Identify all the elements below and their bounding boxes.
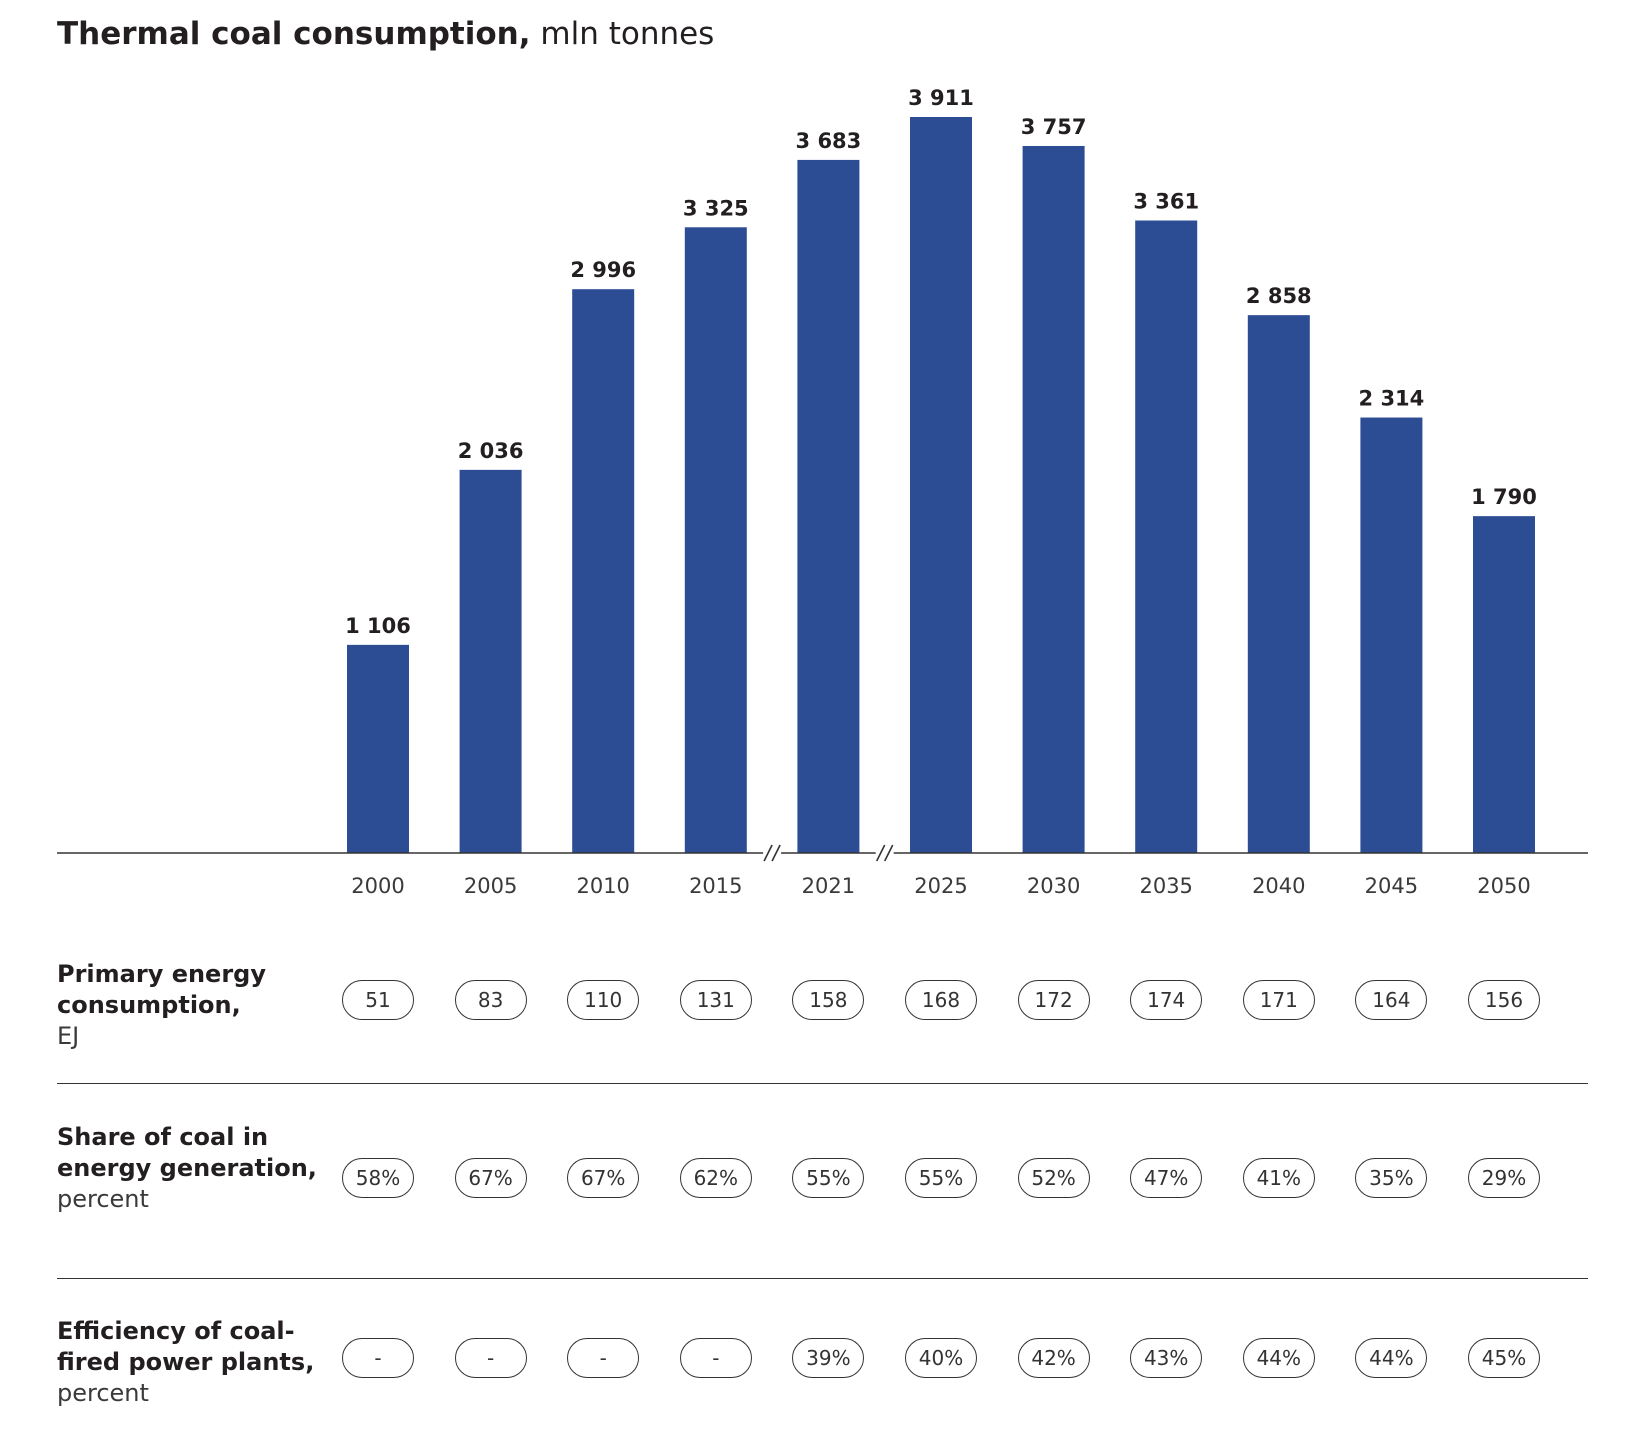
value-pill: 43% bbox=[1130, 1338, 1203, 1378]
value-pill: 51 bbox=[342, 980, 414, 1020]
axis-break-mark bbox=[875, 843, 894, 863]
value-pill: 58% bbox=[342, 1158, 414, 1198]
row-label-efficiency-unit: percent bbox=[57, 1379, 149, 1407]
bar-2015 bbox=[684, 227, 747, 853]
x-tick-label: 2035 bbox=[1139, 874, 1192, 898]
bar-value-label: 2 036 bbox=[458, 439, 524, 463]
chart-title: Thermal coal consumption, mln tonnes bbox=[57, 16, 714, 52]
bar-value-label: 2 996 bbox=[570, 258, 636, 282]
bar-value-label: 1 106 bbox=[345, 614, 411, 638]
bar-value-label: 3 911 bbox=[908, 86, 974, 110]
x-tick-label: 2050 bbox=[1477, 874, 1530, 898]
value-pill: 171 bbox=[1242, 980, 1315, 1020]
value-pill: 83 bbox=[454, 980, 527, 1020]
value-pill: 39% bbox=[792, 1338, 865, 1378]
bar-2030 bbox=[1022, 145, 1085, 853]
value-pill: - bbox=[679, 1338, 752, 1378]
value-pill: - bbox=[567, 1338, 640, 1378]
value-pill: 29% bbox=[1468, 1158, 1540, 1198]
bar-value-label: 3 325 bbox=[683, 196, 749, 220]
x-tick-label: 2021 bbox=[802, 874, 855, 898]
bar-value-label: 3 757 bbox=[1021, 115, 1087, 139]
row-divider bbox=[57, 1083, 1588, 1084]
value-pill: 67% bbox=[567, 1158, 640, 1198]
bar-2005 bbox=[459, 469, 522, 853]
bar-value-label: 3 683 bbox=[796, 129, 862, 153]
bar-2045 bbox=[1360, 417, 1423, 853]
bar-value-label: 2 858 bbox=[1246, 284, 1312, 308]
value-pill: 55% bbox=[792, 1158, 865, 1198]
row-label-efficiency-title: Efficiency of coal-fired power plants, bbox=[57, 1317, 315, 1376]
x-tick-label: 2025 bbox=[914, 874, 967, 898]
bar-2035 bbox=[1135, 220, 1198, 854]
value-pill: 44% bbox=[1242, 1338, 1315, 1378]
x-tick-label: 2045 bbox=[1365, 874, 1418, 898]
value-pill: 67% bbox=[454, 1158, 527, 1198]
value-pill: 52% bbox=[1017, 1158, 1090, 1198]
x-tick-label: 2040 bbox=[1252, 874, 1305, 898]
row-label-coal-share-unit: percent bbox=[57, 1185, 149, 1213]
bar-2021 bbox=[797, 159, 860, 853]
value-pill: 55% bbox=[905, 1158, 977, 1198]
row-label-primary-energy: Primary energy consumption, EJ bbox=[57, 959, 337, 1052]
bar-2025 bbox=[910, 117, 972, 853]
axis-break-mark bbox=[763, 843, 782, 863]
value-pill: 42% bbox=[1017, 1338, 1090, 1378]
value-pill: 47% bbox=[1130, 1158, 1203, 1198]
bar-value-label: 3 361 bbox=[1133, 190, 1199, 214]
bar-chart: 1 106 2000 2 036 2005 2 996 2010 3 325 2015 3 68… bbox=[57, 86, 1588, 898]
value-pill: 45% bbox=[1468, 1338, 1540, 1378]
value-pill: 172 bbox=[1017, 980, 1090, 1020]
title-bold: Thermal coal consumption, bbox=[57, 16, 531, 52]
value-pill: 40% bbox=[905, 1338, 977, 1378]
value-pill: 168 bbox=[905, 980, 977, 1020]
x-tick-label: 2030 bbox=[1027, 874, 1080, 898]
row-label-efficiency: Efficiency of coal-fired power plants, p… bbox=[57, 1316, 337, 1409]
bar-2010 bbox=[572, 289, 635, 853]
value-pill: 174 bbox=[1130, 980, 1203, 1020]
x-tick-label: 2010 bbox=[576, 874, 629, 898]
bar-2000 bbox=[347, 644, 409, 853]
value-pill: 44% bbox=[1355, 1338, 1428, 1378]
bar-2050 bbox=[1473, 516, 1535, 853]
value-pill: 164 bbox=[1355, 980, 1428, 1020]
bar-value-label: 2 314 bbox=[1359, 387, 1425, 411]
row-label-coal-share: Share of coal in energy generation, perc… bbox=[57, 1122, 337, 1215]
value-pill: 35% bbox=[1355, 1158, 1428, 1198]
row-label-coal-share-title: Share of coal in energy generation, bbox=[57, 1123, 317, 1182]
title-unit: mln tonnes bbox=[530, 16, 715, 52]
row-label-primary-energy-title: Primary energy consumption, bbox=[57, 960, 266, 1019]
bar-value-label: 1 790 bbox=[1471, 485, 1537, 509]
value-pill: 62% bbox=[679, 1158, 752, 1198]
row-divider bbox=[57, 1278, 1588, 1279]
value-pill: 110 bbox=[567, 980, 640, 1020]
value-pill: 158 bbox=[792, 980, 865, 1020]
x-tick-label: 2000 bbox=[351, 874, 404, 898]
value-pill: - bbox=[342, 1338, 414, 1378]
value-pill: 41% bbox=[1242, 1158, 1315, 1198]
value-pill: - bbox=[454, 1338, 527, 1378]
value-pill: 131 bbox=[679, 980, 752, 1020]
x-tick-label: 2015 bbox=[689, 874, 742, 898]
value-pill: 156 bbox=[1468, 980, 1540, 1020]
x-tick-label: 2005 bbox=[464, 874, 517, 898]
bar-2040 bbox=[1247, 315, 1310, 853]
row-label-primary-energy-unit: EJ bbox=[57, 1022, 80, 1050]
